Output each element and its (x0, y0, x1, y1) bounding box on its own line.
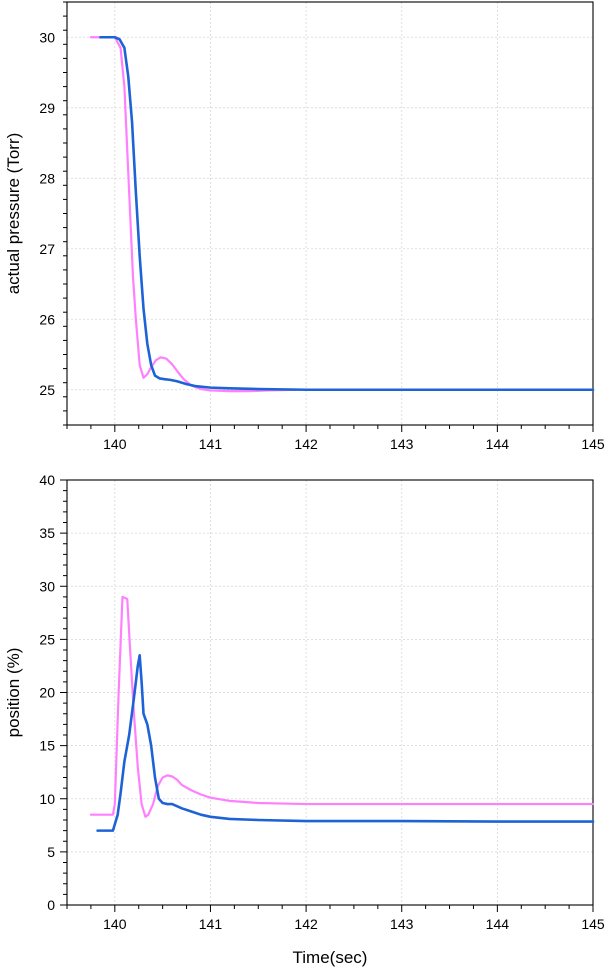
position-x-axis-title: Time(sec) (293, 948, 368, 967)
pressure-x-tick-label: 141 (199, 436, 223, 452)
position-panel: 140 141 142 143 144 145 0 5 10 15 20 25 30 35 40 positi… (4, 472, 605, 967)
position-y-tick-label: 25 (39, 631, 55, 647)
pressure-y-tick-label: 29 (39, 100, 55, 116)
position-y-tick-label: 10 (39, 791, 55, 807)
position-y-tick-label: 15 (39, 738, 55, 754)
pressure-series-line-1 (89, 36, 298, 393)
position-x-tick-label: 145 (581, 916, 605, 932)
pressure-x-tick-label: 144 (486, 436, 510, 452)
pressure-x-tick-label: 142 (294, 436, 318, 452)
pressure-series-line-2 (99, 35, 595, 392)
position-x-tick-label: 144 (486, 916, 510, 932)
position-x-tick-label: 140 (103, 916, 127, 932)
position-y-tick-label: 30 (39, 578, 55, 594)
position-y-tick-label: 35 (39, 525, 55, 541)
position-x-tick-label: 141 (199, 916, 223, 932)
pressure-x-tick-label: 143 (390, 436, 414, 452)
pressure-y-tick-label: 26 (39, 311, 55, 327)
pressure-x-tick-label: 145 (581, 436, 605, 452)
pressure-y-tick-label: 25 (39, 382, 55, 398)
pressure-y-axis-title: actual pressure (Torr) (4, 133, 23, 295)
pressure-panel: 140 141 142 143 144 145 25 26 27 28 29 30 actual pre… (4, 1, 605, 452)
pressure-y-tick-label: 28 (39, 170, 55, 186)
position-x-tick-label: 143 (390, 916, 414, 932)
position-y-axis-title: position (%) (4, 648, 23, 738)
position-y-tick-label: 40 (39, 472, 55, 488)
position-y-tick-label: 0 (47, 897, 55, 913)
pressure-y-tick-label: 30 (39, 29, 55, 45)
position-y-tick-label: 5 (47, 844, 55, 860)
position-x-tick-label: 142 (294, 916, 318, 932)
pressure-x-tick-label: 140 (103, 436, 127, 452)
position-y-tick-label: 20 (39, 685, 55, 701)
position-series-line-2 (96, 654, 595, 832)
position-plot-frame (66, 479, 594, 906)
position-series-line-1 (89, 595, 595, 818)
pressure-y-tick-label: 27 (39, 241, 55, 257)
pressure-plot-frame (66, 1, 594, 426)
